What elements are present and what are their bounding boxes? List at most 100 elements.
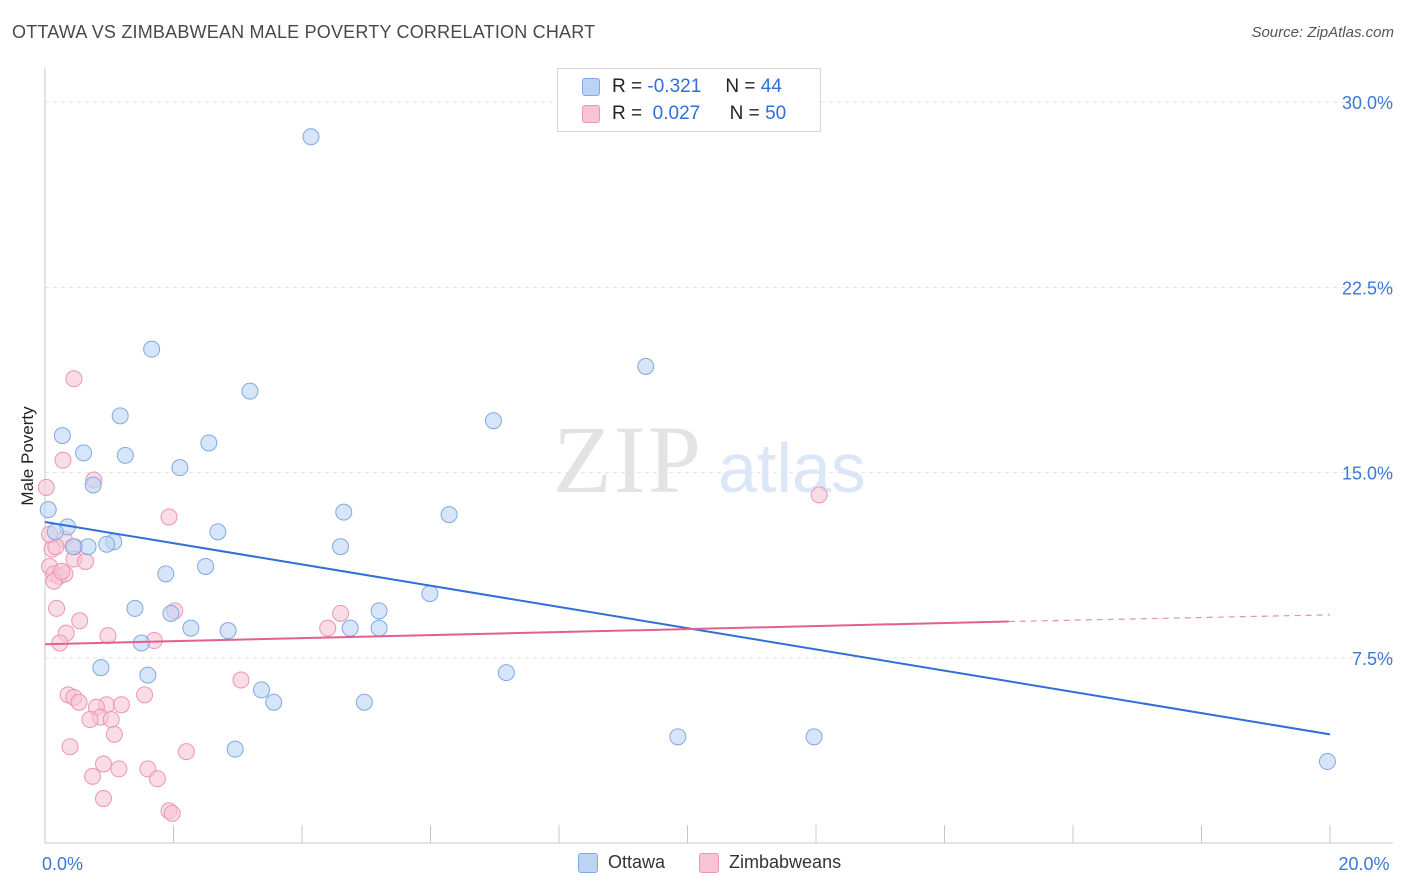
ottawa-point [637, 357, 655, 375]
ottawa-point [219, 622, 237, 640]
ottawa-point [421, 585, 439, 603]
ottawa-point [64, 538, 82, 556]
watermark: ZIP atlas [553, 406, 866, 513]
ottawa-point [226, 740, 244, 758]
zimbabweans-point [65, 370, 83, 388]
ottawa-point [440, 506, 458, 524]
legend-swatch-ottawa [582, 78, 600, 96]
legend-r-value: -0.321 [647, 76, 702, 97]
legend-swatch-zimbabweans [699, 852, 720, 873]
y-tick-label: 15.0% [1342, 464, 1393, 484]
y-tick-label: 22.5% [1342, 278, 1393, 298]
ottawa-point [84, 476, 102, 494]
ottawa-point [1318, 753, 1336, 771]
zimbabweans-point [232, 671, 250, 689]
watermark-atlas: atlas [718, 429, 866, 507]
zimbabweans-trend-line [44, 620, 1009, 646]
legend-n-value: 50 [765, 103, 787, 124]
ottawa-point [46, 523, 64, 541]
zimbabweans-point [61, 738, 79, 756]
ottawa-point [98, 535, 116, 553]
legend-swatch-zimbabweans [582, 105, 600, 123]
ottawa-point [126, 599, 144, 617]
ottawa-point [805, 728, 823, 746]
ottawa-point [139, 666, 157, 684]
watermark-zip: ZIP [553, 406, 703, 513]
legend-r-label: R = [612, 103, 643, 124]
zimbabweans-point [94, 790, 112, 808]
zimbabweans-point [76, 553, 94, 571]
tick-labels: 7.5% 15.0% 22.5% 30.0% 0.0% 20.0% [42, 93, 1393, 874]
ottawa-point [497, 664, 515, 682]
legend-item-zimbabweans[interactable]: Zimbabweans [699, 852, 841, 873]
x-tick-label: 20.0% [1338, 854, 1389, 874]
ottawa-point [335, 503, 353, 521]
zimbabweans-point [332, 604, 350, 622]
zimbabweans-point [810, 486, 828, 504]
series-legend: Ottawa Zimbabweans [578, 852, 875, 873]
legend-r-label: R = [612, 76, 643, 97]
ottawa-point [116, 446, 134, 464]
zimbabweans-point [94, 755, 112, 773]
zimbabweans-point [71, 612, 89, 630]
gridlines [45, 101, 1393, 659]
legend-n-value: 44 [760, 76, 782, 97]
zimbabweans-point [84, 767, 102, 785]
ottawa-point [171, 459, 189, 477]
zimbabweans-point [48, 599, 66, 617]
zimbabweans-point [163, 804, 181, 822]
y-axis-label: Male Poverty [18, 406, 37, 506]
axes [44, 68, 1393, 844]
legend-n-label: N = [725, 76, 756, 97]
ottawa-point [370, 619, 388, 637]
ottawa-point [92, 659, 110, 677]
ottawa-point [182, 619, 200, 637]
ottawa-point [162, 604, 180, 622]
y-tick-label: 30.0% [1342, 93, 1393, 113]
ottawa-point [200, 434, 218, 452]
zimbabweans-point [102, 711, 120, 729]
ottawa-point [197, 557, 215, 575]
legend-row-zimbabweans: R = 0.027 N = 50 [582, 103, 786, 125]
ottawa-point [302, 128, 320, 146]
y-tick-label: 7.5% [1352, 649, 1393, 669]
zimbabweans-point [148, 770, 166, 788]
ottawa-point [75, 444, 93, 462]
legend-label-ottawa: Ottawa [608, 852, 666, 872]
ottawa-point [209, 523, 227, 541]
zimbabweans-point [70, 693, 88, 711]
zimbabweans-point [105, 725, 123, 743]
zimbabweans-point [136, 686, 154, 704]
ottawa-point [241, 382, 259, 400]
legend-row-ottawa: R = -0.321 N = 44 [582, 76, 782, 98]
ottawa-point [39, 501, 57, 519]
ottawa-point [370, 602, 388, 620]
ottawa-point [341, 619, 359, 637]
x-tick-label: 0.0% [42, 854, 83, 874]
zimbabweans-trend-extension [1008, 614, 1331, 623]
ottawa-point [53, 427, 71, 445]
zimbabweans-points [37, 370, 828, 822]
ottawa-point [79, 538, 97, 556]
legend-item-ottawa[interactable]: Ottawa [578, 852, 665, 873]
zimbabweans-point [177, 743, 195, 761]
ottawa-point [111, 407, 129, 425]
legend-n-label: N = [729, 103, 760, 124]
legend-label-zimbabweans: Zimbabweans [729, 852, 842, 872]
zimbabweans-point [110, 760, 128, 778]
ottawa-point [332, 538, 350, 556]
trend-lines [44, 521, 1331, 736]
ottawa-point [265, 693, 283, 711]
zimbabweans-point [54, 451, 72, 469]
zimbabweans-point [53, 562, 71, 580]
legend-r-value: 0.027 [652, 103, 701, 124]
ottawa-point [355, 693, 373, 711]
ottawa-point [253, 681, 271, 699]
ottawa-points [39, 128, 1336, 771]
zimbabweans-point [81, 711, 99, 729]
zimbabweans-point [99, 627, 117, 645]
legend-swatch-ottawa [578, 852, 598, 873]
ottawa-point [143, 340, 161, 358]
zimbabweans-point [112, 696, 130, 714]
